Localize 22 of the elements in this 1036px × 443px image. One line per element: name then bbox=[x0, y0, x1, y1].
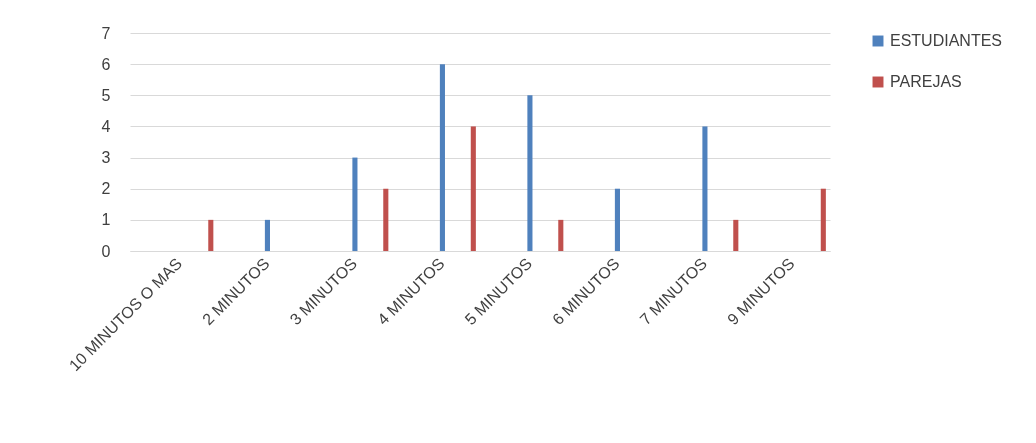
bar bbox=[733, 219, 739, 251]
y-tick-label: 2 bbox=[101, 180, 111, 198]
bar bbox=[264, 219, 270, 251]
y-tick-label: 6 bbox=[101, 55, 111, 73]
legend-label: ESTUDIANTES bbox=[890, 32, 1003, 49]
legend-label: PAREJAS bbox=[890, 73, 962, 90]
y-tick-label: 5 bbox=[101, 86, 111, 104]
bar bbox=[820, 188, 826, 251]
y-tick-label: 3 bbox=[101, 149, 111, 167]
bar bbox=[614, 188, 620, 251]
bar bbox=[383, 188, 389, 251]
bar bbox=[527, 95, 533, 251]
y-tick-label: 4 bbox=[101, 117, 111, 135]
bar bbox=[439, 64, 445, 251]
bar bbox=[558, 219, 564, 251]
bar bbox=[352, 157, 358, 251]
bar bbox=[702, 126, 708, 251]
y-tick-label: 0 bbox=[101, 242, 111, 260]
bar bbox=[470, 126, 476, 251]
y-tick-label: 1 bbox=[101, 211, 111, 229]
bar bbox=[208, 219, 214, 251]
y-tick-label: 7 bbox=[101, 24, 111, 42]
